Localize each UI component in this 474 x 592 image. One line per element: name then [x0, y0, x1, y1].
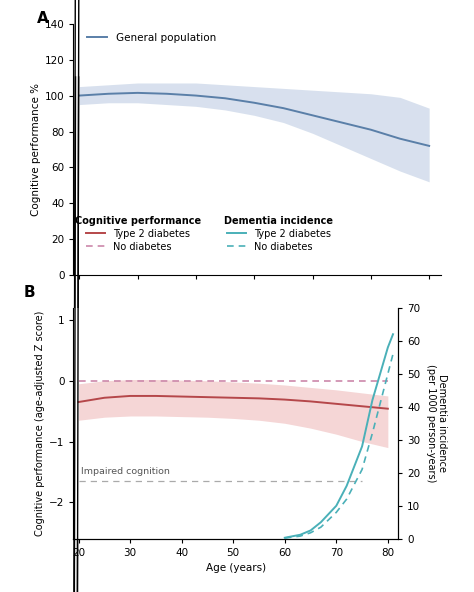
Legend: Type 2 diabetes, No diabetes: Type 2 diabetes, No diabetes — [225, 215, 333, 252]
Text: B: B — [23, 285, 35, 300]
Text: A: A — [36, 11, 48, 26]
X-axis label: Age (years): Age (years) — [206, 564, 266, 573]
Legend: General population: General population — [82, 29, 220, 47]
Y-axis label: Cognitive performance (age-adjusted Z score): Cognitive performance (age-adjusted Z sc… — [35, 311, 45, 536]
Text: Impaired cognition: Impaired cognition — [81, 466, 170, 475]
Y-axis label: Cognitive performance %: Cognitive performance % — [30, 83, 40, 216]
Y-axis label: Dementia incidence
(per 1000 person-years): Dementia incidence (per 1000 person-year… — [426, 364, 447, 482]
